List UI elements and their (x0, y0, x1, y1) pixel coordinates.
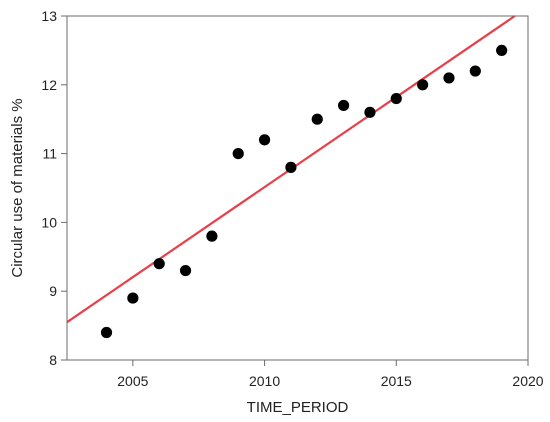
data-point (496, 44, 508, 57)
x-tick-label: 2020 (512, 373, 543, 389)
data-point (285, 161, 297, 173)
data-point (206, 230, 218, 242)
y-axis-ticks: 8 9 10 11 12 13 (41, 8, 67, 368)
data-point (417, 79, 429, 91)
x-tick-label: 2005 (117, 373, 148, 389)
data-points (100, 44, 508, 339)
x-tick-label: 2015 (381, 373, 412, 389)
y-tick-label: 9 (49, 283, 57, 299)
data-point (100, 326, 113, 339)
data-point (364, 106, 376, 118)
y-axis-title: Circular use of materials % (9, 98, 26, 277)
data-point (179, 264, 192, 277)
data-point (390, 92, 402, 105)
y-tick-label: 10 (41, 214, 57, 230)
data-point (232, 148, 244, 160)
y-tick-label: 12 (41, 77, 57, 93)
y-tick-label: 13 (41, 8, 57, 24)
x-axis-ticks: 2005 2010 2015 2020 (117, 360, 544, 389)
data-point (469, 65, 481, 77)
data-point (443, 72, 455, 84)
data-point (127, 292, 139, 304)
data-point (153, 258, 165, 270)
data-point (258, 134, 271, 146)
y-tick-label: 11 (42, 146, 57, 162)
plot-frame (66, 15, 529, 361)
data-point (311, 113, 323, 125)
y-tick-label: 8 (49, 352, 57, 368)
data-point (338, 99, 350, 112)
x-axis-title: TIME_PERIOD (247, 399, 349, 416)
x-tick-label: 2010 (249, 373, 280, 389)
